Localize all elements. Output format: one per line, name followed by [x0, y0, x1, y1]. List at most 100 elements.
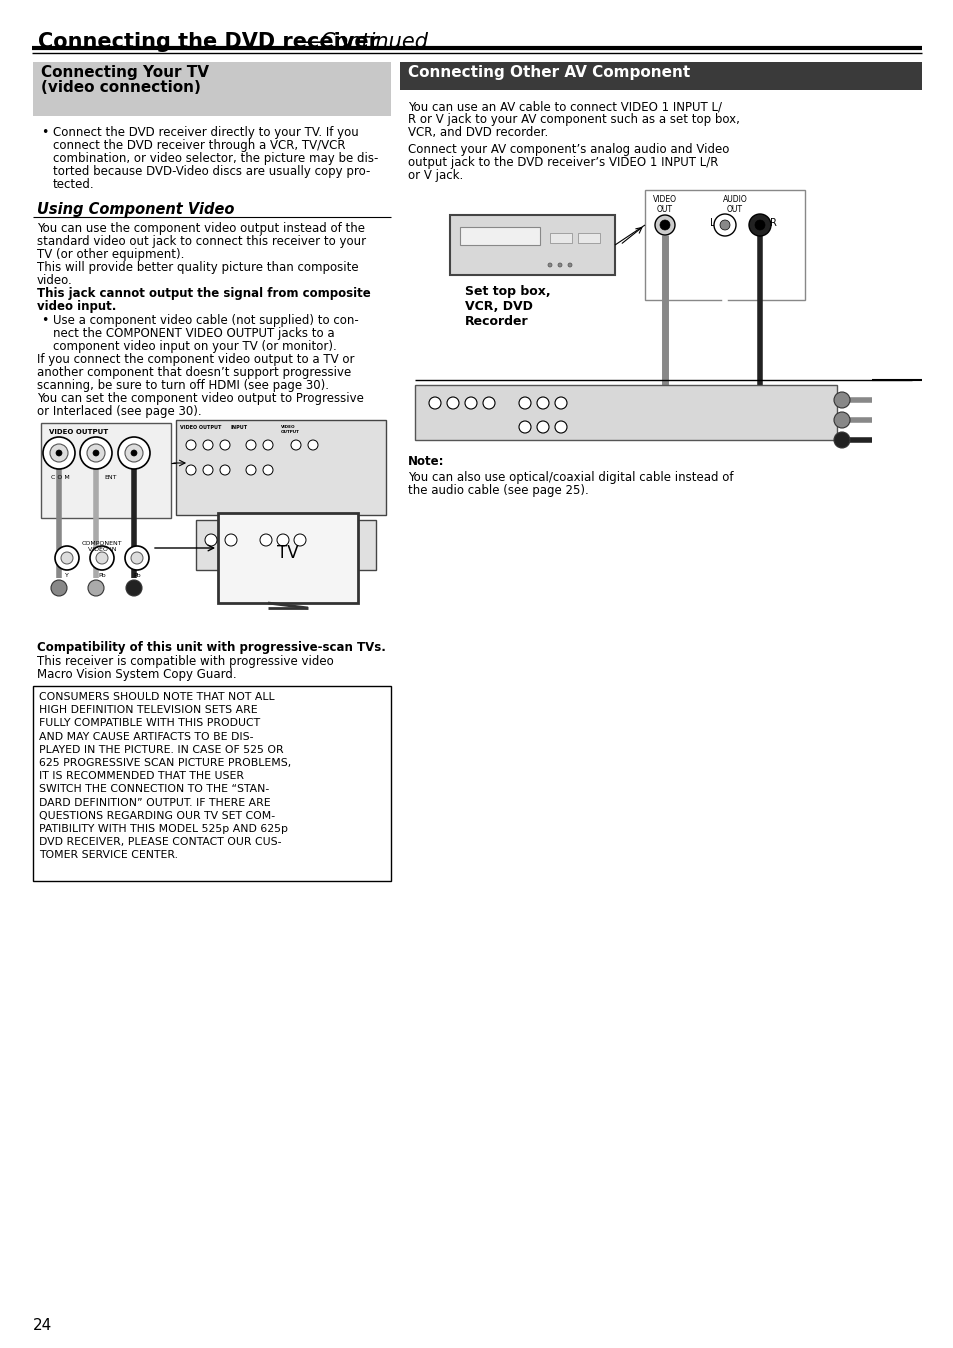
Text: C O M: C O M	[51, 474, 70, 480]
Circle shape	[447, 398, 458, 408]
Text: This jack cannot output the signal from composite: This jack cannot output the signal from …	[37, 287, 371, 301]
Text: Connecting Your TV: Connecting Your TV	[41, 65, 209, 80]
Text: Macro Vision System Copy Guard.: Macro Vision System Copy Guard.	[37, 669, 236, 681]
Circle shape	[220, 465, 230, 474]
Circle shape	[291, 439, 301, 450]
Circle shape	[518, 398, 531, 408]
Circle shape	[260, 534, 272, 546]
Text: or V jack.: or V jack.	[408, 168, 463, 182]
Circle shape	[833, 412, 849, 429]
Text: 24: 24	[33, 1318, 52, 1333]
Bar	[218, 514, 357, 603]
Text: Connecting the DVD receiver: Connecting the DVD receiver	[38, 32, 378, 53]
Bar	[195, 520, 375, 570]
Text: Pb: Pb	[133, 573, 141, 578]
Circle shape	[537, 421, 548, 433]
Text: R or V jack to your AV component such as a set top box,: R or V jack to your AV component such as…	[408, 113, 740, 125]
Circle shape	[246, 465, 255, 474]
Circle shape	[833, 392, 849, 408]
Bar	[41, 423, 171, 518]
Circle shape	[55, 546, 79, 570]
Text: (video connection): (video connection)	[41, 80, 201, 94]
Text: tected.: tected.	[53, 178, 94, 191]
Text: scanning, be sure to turn off HDMI (see page 30).: scanning, be sure to turn off HDMI (see …	[37, 379, 329, 392]
Text: nect the COMPONENT VIDEO OUTPUT jacks to a: nect the COMPONENT VIDEO OUTPUT jacks to…	[53, 328, 335, 340]
Text: You can use the component video output instead of the: You can use the component video output i…	[37, 222, 365, 235]
Circle shape	[186, 465, 195, 474]
Text: Connect your AV component’s analog audio and Video: Connect your AV component’s analog audio…	[408, 143, 729, 156]
Text: torted because DVD-Video discs are usually copy pro-: torted because DVD-Video discs are usual…	[53, 164, 370, 178]
Circle shape	[87, 443, 105, 462]
Bar	[550, 233, 572, 243]
Circle shape	[294, 534, 306, 546]
Circle shape	[720, 220, 729, 231]
Text: Y: Y	[65, 573, 69, 578]
Circle shape	[713, 214, 735, 236]
Text: VCR, and DVD recorder.: VCR, and DVD recorder.	[408, 125, 548, 139]
Text: TV: TV	[277, 545, 298, 562]
Text: another component that doesn’t support progressive: another component that doesn’t support p…	[37, 367, 351, 379]
Text: Connecting Other AV Component: Connecting Other AV Component	[408, 65, 690, 80]
Circle shape	[88, 580, 104, 596]
Text: COMPONENT
VIDEO IN: COMPONENT VIDEO IN	[82, 541, 122, 551]
Circle shape	[51, 580, 67, 596]
Text: Note:: Note:	[408, 456, 444, 468]
Bar	[175, 421, 386, 515]
Circle shape	[131, 450, 137, 456]
Circle shape	[655, 214, 675, 235]
Circle shape	[205, 534, 216, 546]
Text: Set top box,
VCR, DVD
Recorder: Set top box, VCR, DVD Recorder	[464, 284, 550, 328]
Circle shape	[833, 431, 849, 448]
Text: R: R	[769, 218, 776, 228]
Circle shape	[220, 439, 230, 450]
Circle shape	[80, 437, 112, 469]
Text: •: •	[41, 314, 49, 328]
Text: ENT: ENT	[104, 474, 116, 480]
Bar	[33, 686, 391, 882]
Text: •: •	[41, 125, 49, 139]
Text: —Continued: —Continued	[299, 32, 428, 53]
Text: Using Component Video: Using Component Video	[37, 202, 234, 217]
Text: TV (or other equipment).: TV (or other equipment).	[37, 248, 184, 262]
Circle shape	[748, 214, 770, 236]
Circle shape	[225, 534, 236, 546]
Text: connect the DVD receiver through a VCR, TV/VCR: connect the DVD receiver through a VCR, …	[53, 139, 345, 152]
Text: You can use an AV cable to connect VIDEO 1 INPUT L/: You can use an AV cable to connect VIDEO…	[408, 100, 721, 113]
Bar	[459, 226, 539, 245]
Circle shape	[118, 437, 150, 469]
Text: L: L	[709, 218, 715, 228]
Circle shape	[547, 263, 552, 267]
Text: VIDEO OUTPUT: VIDEO OUTPUT	[49, 429, 108, 435]
Circle shape	[555, 398, 566, 408]
Circle shape	[96, 551, 108, 563]
Circle shape	[754, 220, 764, 231]
Circle shape	[90, 546, 113, 570]
Bar	[578, 233, 599, 243]
Circle shape	[186, 439, 195, 450]
Text: CONSUMERS SHOULD NOTE THAT NOT ALL
HIGH DEFINITION TELEVISION SETS ARE
FULLY COM: CONSUMERS SHOULD NOTE THAT NOT ALL HIGH …	[39, 692, 291, 860]
Bar	[399, 62, 921, 90]
Text: You can set the component video output to Progressive: You can set the component video output t…	[37, 392, 363, 404]
Circle shape	[518, 421, 531, 433]
Circle shape	[263, 465, 273, 474]
Text: Use a component video cable (not supplied) to con-: Use a component video cable (not supplie…	[53, 314, 358, 328]
Text: Pb: Pb	[98, 573, 106, 578]
Text: INPUT: INPUT	[231, 425, 248, 430]
Text: combination, or video selector, the picture may be dis-: combination, or video selector, the pict…	[53, 152, 378, 164]
Circle shape	[558, 263, 561, 267]
Circle shape	[659, 220, 669, 231]
Text: VIDEO
OUTPUT: VIDEO OUTPUT	[281, 425, 299, 434]
Circle shape	[126, 580, 142, 596]
Circle shape	[61, 551, 73, 563]
Text: Connect the DVD receiver directly to your TV. If you: Connect the DVD receiver directly to you…	[53, 125, 358, 139]
Circle shape	[125, 443, 143, 462]
Text: You can also use optical/coaxial digital cable instead of: You can also use optical/coaxial digital…	[408, 470, 733, 484]
Circle shape	[555, 421, 566, 433]
Text: or Interlaced (see page 30).: or Interlaced (see page 30).	[37, 404, 201, 418]
Circle shape	[308, 439, 317, 450]
Circle shape	[131, 551, 143, 563]
Circle shape	[43, 437, 75, 469]
Text: AUDIO
OUT: AUDIO OUT	[721, 195, 746, 214]
Circle shape	[203, 465, 213, 474]
Bar	[644, 190, 804, 301]
